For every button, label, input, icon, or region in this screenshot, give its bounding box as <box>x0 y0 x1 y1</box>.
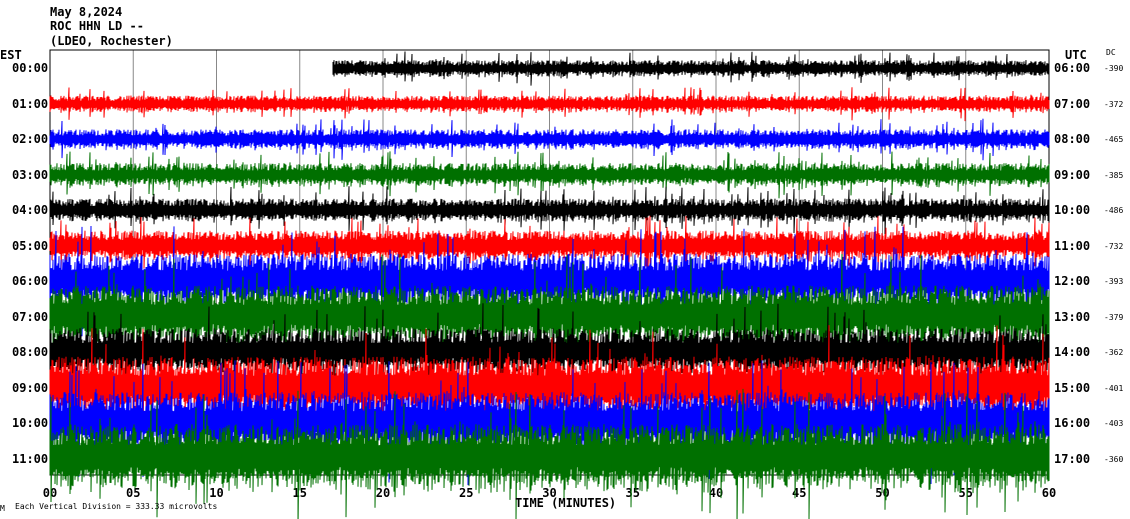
dc-offset-label: -486 <box>1104 206 1124 215</box>
trace-row-0400 <box>49 186 1050 235</box>
dc-offset-label: -403 <box>1104 419 1124 428</box>
corner-mark: M <box>0 504 5 513</box>
trace-row-0900 <box>49 325 1050 452</box>
utc-time-label: 17:00 <box>1054 451 1091 466</box>
x-tick-label: 05 <box>126 486 140 500</box>
dc-offset-label: -401 <box>1104 383 1124 393</box>
x-tick-label: 10 <box>209 486 223 500</box>
est-axis-title: EST <box>0 48 22 62</box>
x-tick-label: 45 <box>792 486 806 500</box>
utc-time-label: 08:00 <box>1054 132 1091 146</box>
utc-time-label: 15:00 <box>1054 380 1091 395</box>
trace-row-1000 <box>49 360 1050 486</box>
x-tick-label: 00 <box>43 486 57 500</box>
dc-offset-label: -393 <box>1104 277 1124 286</box>
est-time-label: 03:00 <box>12 167 49 182</box>
trace-row-0600 <box>49 225 1050 337</box>
utc-time-label: 09:00 <box>1054 167 1091 182</box>
utc-time-label: 14:00 <box>1054 345 1091 359</box>
est-time-label: 00:00 <box>12 61 49 75</box>
utc-time-label: 13:00 <box>1054 309 1091 324</box>
est-time-label: 07:00 <box>12 309 49 324</box>
est-time-label: 01:00 <box>12 96 49 111</box>
trace-row-0300 <box>49 151 1050 199</box>
est-time-label: 09:00 <box>12 380 49 395</box>
utc-time-label: 11:00 <box>1054 238 1091 253</box>
trace-row-0700 <box>49 253 1050 371</box>
x-tick-label: 20 <box>376 486 390 500</box>
utc-time-label: 10:00 <box>1054 203 1091 217</box>
network-label: (LDEO, Rochester) <box>50 34 173 48</box>
station-label: ROC HHN LD -- <box>50 19 144 33</box>
est-time-label: 05:00 <box>12 238 49 253</box>
dc-offset-label: -385 <box>1104 170 1124 180</box>
est-time-label: 10:00 <box>12 416 49 430</box>
x-tick-label: 15 <box>293 486 307 500</box>
x-tick-label: 35 <box>626 486 640 500</box>
trace-row-1100 <box>49 388 1050 519</box>
x-tick-label: 30 <box>542 486 556 500</box>
scale-note: Each Vertical Division = 333.33 microvol… <box>15 502 218 511</box>
dc-title: DC <box>1106 48 1116 57</box>
utc-time-label: 06:00 <box>1054 61 1091 75</box>
dc-offset-label: -390 <box>1104 64 1124 73</box>
est-time-label: 06:00 <box>12 274 49 288</box>
est-time-label: 11:00 <box>12 451 49 466</box>
x-axis-title: TIME (MINUTES) <box>515 496 617 510</box>
x-tick-label: 25 <box>459 486 473 500</box>
dc-offset-label: -362 <box>1104 348 1124 357</box>
dc-offset-label: -372 <box>1104 99 1124 109</box>
utc-time-label: 12:00 <box>1054 274 1091 288</box>
trace-row-0200 <box>49 118 1050 161</box>
est-time-label: 02:00 <box>12 132 49 146</box>
x-tick-label: 55 <box>959 486 973 500</box>
dc-offset-label: -360 <box>1104 454 1124 464</box>
x-tick-label: 40 <box>709 486 723 500</box>
date-label: May 8,2024 <box>50 5 123 19</box>
dc-offset-label: -732 <box>1104 241 1124 251</box>
dc-offset-label: -379 <box>1104 312 1124 322</box>
utc-time-label: 07:00 <box>1054 96 1091 111</box>
trace-row-0500 <box>49 215 1050 275</box>
x-tick-label: 60 <box>1042 486 1056 500</box>
trace-row-0000 <box>332 51 1049 86</box>
dc-offset-label: -465 <box>1104 135 1124 144</box>
utc-axis-title: UTC <box>1065 48 1087 62</box>
est-time-label: 04:00 <box>12 203 49 217</box>
utc-time-label: 16:00 <box>1054 416 1091 430</box>
est-time-label: 08:00 <box>12 345 49 359</box>
trace-row-0100 <box>49 87 1050 122</box>
